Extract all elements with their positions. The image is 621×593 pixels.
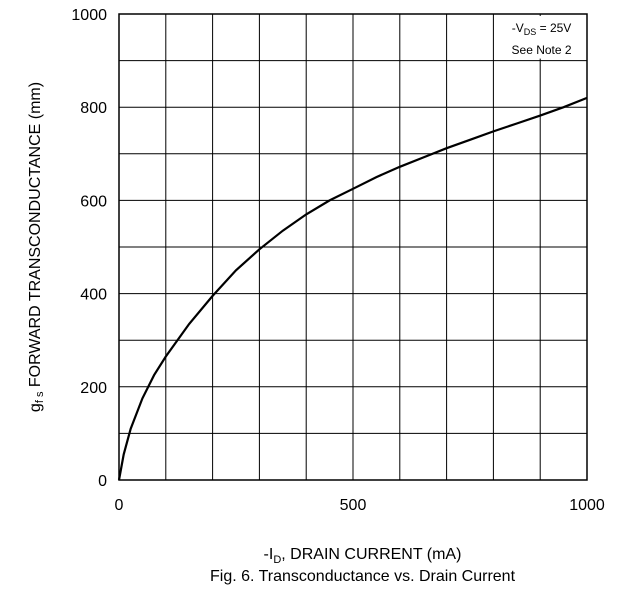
- x-label-sub: D: [273, 554, 282, 566]
- series-line: [117, 96, 588, 481]
- y-label-prefix: g: [27, 403, 44, 412]
- x-axis-label: -ID, DRAIN CURRENT (mA): [52, 546, 621, 566]
- note-vds-rest: = 25V: [536, 21, 571, 35]
- y-tick-label: 0: [98, 473, 107, 490]
- y-tick-labels: 0 200 400 600 800 1000: [71, 7, 107, 490]
- y-tick-label: 400: [80, 287, 107, 304]
- y-label-rest: FORWARD TRANSCONDUCTANCE (mm): [27, 82, 44, 392]
- note-line-2: See Note 2: [512, 43, 572, 57]
- x-tick-labels: 0 500 1000: [115, 497, 605, 514]
- x-tick-label: 0: [115, 497, 124, 514]
- figure-caption: Fig. 6. Transconductance vs. Drain Curre…: [209, 568, 516, 585]
- y-tick-label: 200: [80, 380, 107, 397]
- y-axis-label: gf s FORWARD TRANSCONDUCTANCE (mm): [27, 82, 46, 412]
- grid: [119, 14, 587, 480]
- y-tick-label: 600: [80, 193, 107, 210]
- x-label-rest: , DRAIN CURRENT (mA): [281, 546, 462, 563]
- x-label-prefix: -I: [263, 546, 274, 563]
- plot-frame: [118, 13, 588, 481]
- y-tick-label: 1000: [71, 7, 107, 24]
- note-line-1: -VDS = 25V: [512, 21, 572, 37]
- x-tick-label: 500: [340, 497, 367, 514]
- y-label-sub: f s: [34, 391, 46, 403]
- note-vds-prefix: -V: [512, 21, 524, 35]
- y-tick-label: 800: [80, 100, 107, 117]
- x-tick-label: 1000: [569, 497, 605, 514]
- note-vds-sub: DS: [524, 27, 537, 37]
- note-box: -VDS = 25V See Note 2: [498, 16, 585, 59]
